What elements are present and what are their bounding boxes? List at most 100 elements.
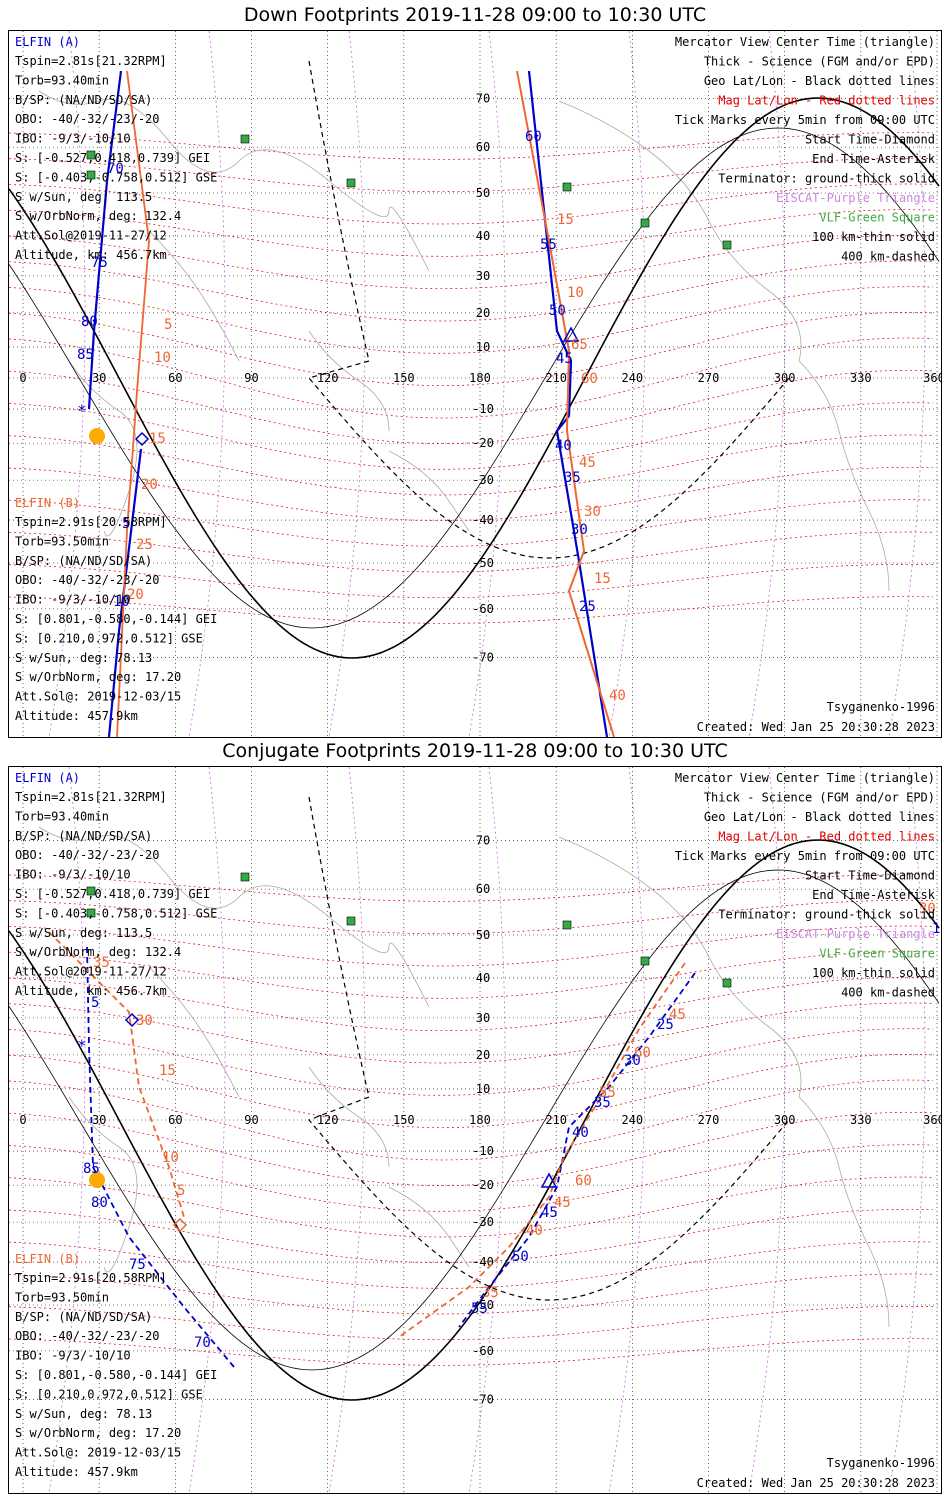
elfin-a-info-line: Altitude, km: 456.7km xyxy=(15,248,167,262)
legend: Mercator View Center Time (triangle) Thic… xyxy=(675,771,936,1000)
lat-tick-label: -70 xyxy=(472,1393,494,1407)
legend-item: VLF-Green Square xyxy=(819,947,935,961)
elfin-b-info-line: IBO: -9/3/-10/10 xyxy=(15,593,131,607)
mag-parallel xyxy=(9,260,934,322)
elfin-b-info-line: S: [0.210,0.972,0.512] GSE xyxy=(15,631,203,645)
elfin-a-info-line: S: [-0.403,-0.758,0.512] GSE xyxy=(15,906,217,920)
lat-tick-label: 20 xyxy=(476,306,490,320)
trace-a-tick-label: 75 xyxy=(129,1257,146,1273)
vlf-square-icon xyxy=(562,920,572,930)
elfin-b-info: ELFIN (B) Tspin=2.91s[20.58RPM] Torb=93.50… xyxy=(15,1252,217,1479)
lat-tick-label: -10 xyxy=(472,1144,494,1158)
geo-grid xyxy=(9,31,941,737)
legend-item: Terminator: ground-thick solid xyxy=(718,908,935,922)
trace-a-tick-label: 55 xyxy=(540,237,557,253)
lon-tick-label: 180 xyxy=(469,1113,491,1127)
vlf-square-icon xyxy=(722,240,732,250)
legend-item: Thick - Science (FGM and/or EPD) xyxy=(704,791,935,805)
legend-item: Geo Lat/Lon - Black dotted lines xyxy=(704,74,935,88)
vlf-square-icon xyxy=(86,908,96,918)
trace-a-tick-label: 35 xyxy=(564,470,581,486)
trace-b-tick-label: 35 xyxy=(482,1285,499,1301)
vlf-square-icon xyxy=(640,956,650,966)
legend-item: VLF-Green Square xyxy=(819,211,935,225)
mag-parallel xyxy=(9,234,934,290)
mag-parallel xyxy=(9,337,934,419)
lat-tick-label: 40 xyxy=(476,971,490,985)
sun-icon xyxy=(89,428,105,444)
trace-a-tick-label: 5 xyxy=(91,995,99,1011)
center-time-triangle-icon xyxy=(540,1172,558,1188)
trace-b-tick-label: 45 xyxy=(554,1195,571,1211)
legend-item: Geo Lat/Lon - Black dotted lines xyxy=(704,810,935,824)
terminator-thick xyxy=(9,97,940,659)
lat-tick-label: -20 xyxy=(472,436,494,450)
trace-b-tick-label: 30 xyxy=(584,504,601,520)
legend-item: End Time-Asterisk xyxy=(812,888,936,902)
lon-tick-label: 0 xyxy=(19,371,26,385)
coastlines xyxy=(38,90,890,592)
coastline xyxy=(148,230,240,362)
vlf-square-icon xyxy=(640,218,650,228)
coastline xyxy=(68,360,138,537)
trace-b-tick-label: 25 xyxy=(136,537,153,553)
elfin-b-info-line: Torb=93.50min xyxy=(15,1290,109,1304)
trace-b-tick-label: 30 xyxy=(136,1013,153,1029)
elfin-b-trace xyxy=(516,70,615,737)
elfin-a-info-line: Torb=93.40min xyxy=(15,809,109,823)
trace-a-tick-label: 35 xyxy=(594,1095,611,1111)
lon-tick-label: 30 xyxy=(92,371,106,385)
mag-parallel xyxy=(9,286,934,354)
vlf-square-icon xyxy=(722,978,732,988)
elfin-a-info-line: IBO: -9/3/-10/10 xyxy=(15,868,131,882)
legend-item: 400 km-dashed xyxy=(841,986,935,1000)
elfin-b-info-line: Altitude: 457.9km xyxy=(15,1465,138,1479)
elfin-b-info-line: OBO: -40/-32/-23/-20 xyxy=(15,573,160,587)
lat-tick-label: -30 xyxy=(472,1215,494,1229)
terminator xyxy=(9,60,940,659)
mag-parallel xyxy=(9,1079,934,1161)
sun-icon xyxy=(89,1172,105,1188)
vlf-square-icon xyxy=(562,182,572,192)
mag-parallel xyxy=(9,369,934,445)
elfin-a-trace-west xyxy=(86,946,235,1368)
elfin-a-info-line: S: [-0.403,-0.758,0.512] GSE xyxy=(15,170,217,184)
coastline xyxy=(38,826,430,1008)
elfin-a-info: ELFIN (A) Tspin=2.81s[21.32RPM] Torb=93.40… xyxy=(15,35,217,262)
lat-tick-label: -40 xyxy=(472,513,494,527)
lon-tick-label: 330 xyxy=(850,371,872,385)
trace-a-tick-label: 45 xyxy=(556,351,573,367)
trace-a-tick-label: 40 xyxy=(555,438,572,454)
elfin-b-info-line: S w/Sun, deg: 78.13 xyxy=(15,1407,152,1421)
elfin-b-name: ELFIN (B) xyxy=(15,496,80,510)
lon-tick-label: 90 xyxy=(244,1113,258,1127)
trace-a-tick-label: 50 xyxy=(512,1249,529,1265)
coastline xyxy=(38,90,430,272)
lon-tick-label: 270 xyxy=(698,1113,720,1127)
trace-b-tick-label: 10 xyxy=(154,350,171,366)
legend-item: 400 km-dashed xyxy=(841,250,935,264)
mag-meridian xyxy=(748,31,786,737)
conjugate-title: Conjugate Footprints 2019-11-28 09:00 to… xyxy=(222,740,728,762)
mag-parallel xyxy=(9,1002,934,1064)
trace-b-tick-label: 20 xyxy=(127,587,144,603)
lon-tick-label: 60 xyxy=(168,1113,182,1127)
lat-tick-label: 10 xyxy=(476,1082,490,1096)
elfin-b-trace-west xyxy=(48,931,185,1218)
trace-b-tick-label: 20 xyxy=(141,477,158,493)
created-timestamp: Created: Wed Jan 25 20:30:28 2023 xyxy=(697,1476,935,1490)
legend-item: Tick Marks every 5min from 09:00 UTC xyxy=(675,849,935,863)
elfin-b-info-line: S: [0.801,-0.580,-0.144] GEI xyxy=(15,612,217,626)
trace-b-tick-label: 40 xyxy=(609,688,626,704)
mag-meridian xyxy=(888,31,926,737)
lat-tick-label: -30 xyxy=(472,473,494,487)
trace-b-tick-label: 60 xyxy=(634,1045,651,1061)
legend-item: EISCAT-Purple Triangle xyxy=(776,927,935,941)
mag-meridian xyxy=(748,767,786,1493)
legend: Mercator View Center Time (triangle) Thic… xyxy=(675,35,936,264)
legend-item: End Time-Asterisk xyxy=(812,152,936,166)
elfin-a-info-line: Tspin=2.81s[21.32RPM] xyxy=(15,790,167,804)
lat-tick-label: 60 xyxy=(476,882,490,896)
trace-a-tick-label: 30 xyxy=(624,1053,641,1069)
trace-a-tick-label: 40 xyxy=(572,1125,589,1141)
